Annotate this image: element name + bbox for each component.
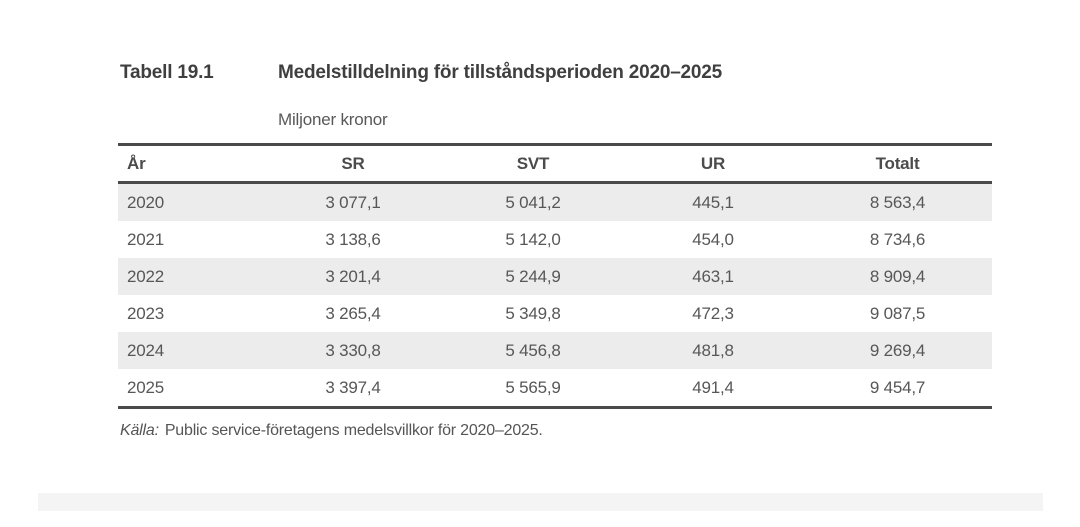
source-text: Public service-företagens medelsvillkor … <box>164 422 543 439</box>
value-cell: 3 265,4 <box>325 303 381 323</box>
value-cell: 463,1 <box>692 266 734 286</box>
value-cell: 5 565,9 <box>505 377 561 397</box>
year-cell: 2023 <box>127 303 165 323</box>
table-row: 2021 3 138,6 5 142,0 454,0 8 734,6 <box>118 221 992 258</box>
year-cell: 2025 <box>127 377 165 397</box>
value-cell: 3 138,6 <box>325 229 381 249</box>
column-header-ur: UR <box>623 144 803 184</box>
value-cell: 5 041,2 <box>505 192 561 212</box>
value-cell: 491,4 <box>692 377 734 397</box>
value-cell: 8 734,6 <box>869 229 926 249</box>
table-header-row: År SR SVT UR Totalt <box>118 144 992 184</box>
value-cell: 3 201,4 <box>325 266 381 286</box>
value-cell: 5 349,8 <box>505 303 561 323</box>
value-cell: 3 397,4 <box>325 377 381 397</box>
value-cell: 9 454,7 <box>869 377 926 397</box>
column-header-year: År <box>118 144 263 184</box>
value-cell: 454,0 <box>692 229 734 249</box>
table-row: 2024 3 330,8 5 456,8 481,8 9 269,4 <box>118 332 992 369</box>
source-line: Källa: Public service-företagens medelsvi… <box>120 422 543 440</box>
year-cell: 2024 <box>127 340 165 360</box>
value-cell: 5 244,9 <box>505 266 561 286</box>
column-header-totalt: Totalt <box>803 144 992 184</box>
value-cell: 8 563,4 <box>869 192 926 212</box>
value-cell: 9 269,4 <box>869 340 926 360</box>
value-cell: 8 909,4 <box>869 266 926 286</box>
table-row: 2022 3 201,4 5 244,9 463,1 8 909,4 <box>118 258 992 295</box>
year-cell: 2020 <box>127 192 165 212</box>
value-cell: 3 330,8 <box>325 340 381 360</box>
table-title-row: Tabell 19.1 Medelstilldelning för tillst… <box>120 60 722 86</box>
table-row: 2025 3 397,4 5 565,9 491,4 9 454,7 <box>118 369 992 408</box>
table-row: 2020 3 077,1 5 041,2 445,1 8 563,4 <box>118 182 992 221</box>
column-header-svt: SVT <box>443 144 623 184</box>
value-cell: 481,8 <box>692 340 734 360</box>
source-label: Källa: <box>120 422 159 439</box>
value-cell: 9 087,5 <box>869 303 926 323</box>
value-cell: 5 456,8 <box>505 340 561 360</box>
column-header-sr: SR <box>263 144 443 184</box>
table-unit-subtitle: Miljoner kronor <box>278 110 388 129</box>
bottom-partial-row <box>38 493 1043 511</box>
value-cell: 445,1 <box>692 192 734 212</box>
value-cell: 472,3 <box>692 303 734 323</box>
value-cell: 5 142,0 <box>505 229 561 249</box>
value-cell: 3 077,1 <box>325 192 381 212</box>
data-table: År SR SVT UR Totalt 2020 3 077,1 5 041,2… <box>118 143 992 409</box>
year-cell: 2022 <box>127 266 165 286</box>
year-cell: 2021 <box>127 229 165 249</box>
table-number-label: Tabell 19.1 <box>120 62 214 83</box>
table-title: Medelstilldelning för tillståndsperioden… <box>278 62 723 83</box>
table-row: 2023 3 265,4 5 349,8 472,3 9 087,5 <box>118 295 992 332</box>
